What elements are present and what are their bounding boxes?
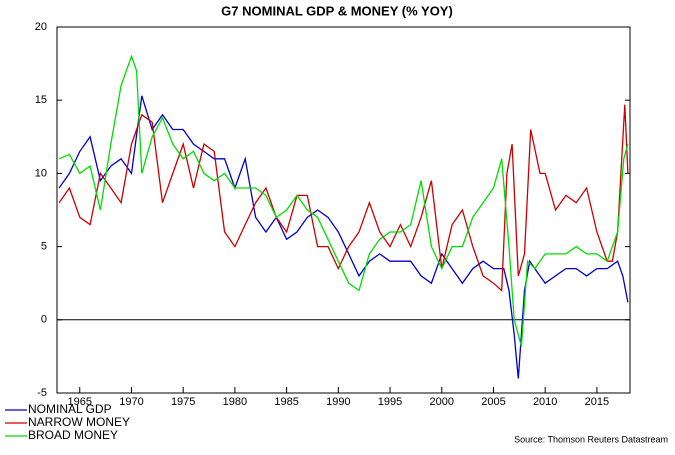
source: Source: Thomson Reuters Datastream xyxy=(514,434,668,444)
series-line xyxy=(58,95,629,379)
y-tick-label: -5 xyxy=(37,387,47,399)
x-tick-label: 1965 xyxy=(68,396,92,408)
x-tick-label: 1990 xyxy=(326,396,350,408)
x-tick-label: 1985 xyxy=(274,396,298,408)
x-tick-label: 1975 xyxy=(171,396,195,408)
chart-title: G7 NOMINAL GDP & MONEY (% YOY) xyxy=(221,3,453,18)
x-tick-label: 1980 xyxy=(223,396,247,408)
plot-frame xyxy=(56,26,631,394)
x-tick-label: 2000 xyxy=(430,396,454,408)
x-tick-label: 2015 xyxy=(585,396,609,408)
y-tick-label: 5 xyxy=(41,241,47,253)
legend-label: NOMINAL GDP xyxy=(28,402,112,416)
x-tick-label: 1970 xyxy=(119,396,143,408)
legend-label: NARROW MONEY xyxy=(28,415,130,429)
y-tick-label: 10 xyxy=(35,167,47,179)
x-tick-label: 2005 xyxy=(481,396,505,408)
legend-label: BROAD MONEY xyxy=(28,428,118,442)
x-tick-label: 2010 xyxy=(533,396,557,408)
x-tick-label: 1995 xyxy=(378,396,402,408)
series-line xyxy=(58,104,629,292)
series-line xyxy=(58,54,629,347)
y-tick-label: 20 xyxy=(35,21,47,33)
y-tick-label: 15 xyxy=(35,94,47,106)
y-tick-label: 0 xyxy=(41,314,47,326)
